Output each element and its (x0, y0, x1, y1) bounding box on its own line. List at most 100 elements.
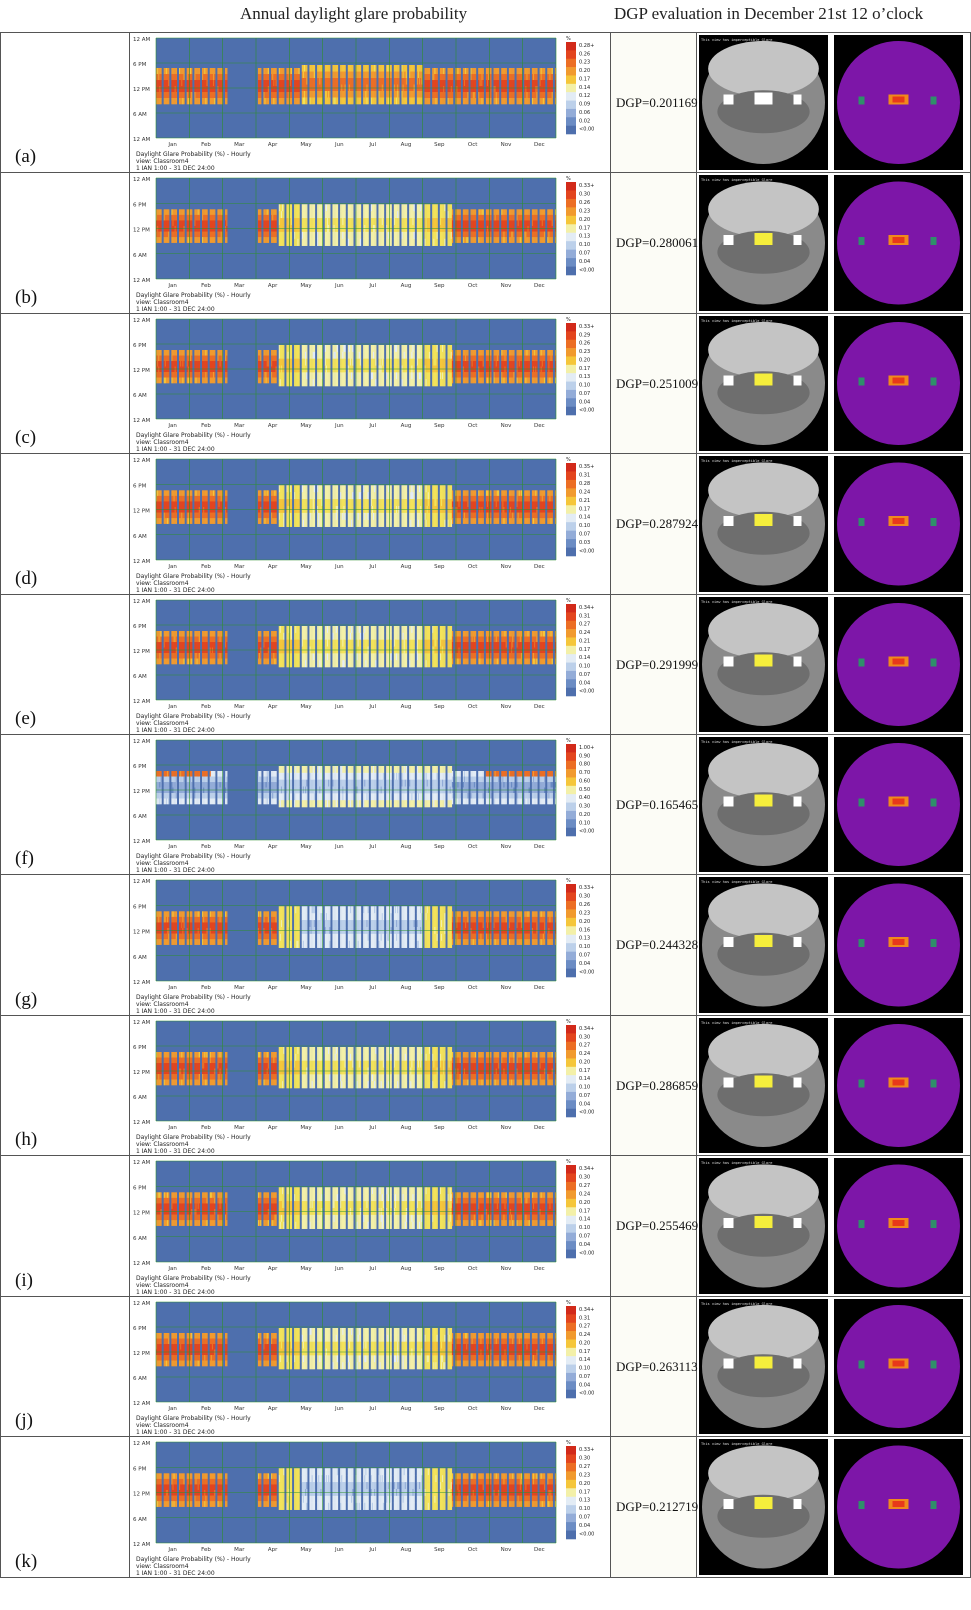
heat-cell (257, 366, 260, 373)
heat-cell (481, 98, 483, 105)
heat-cell (479, 68, 481, 75)
heat-cell (390, 218, 392, 226)
heat-cell (471, 214, 473, 221)
legend-label: 0.14 (579, 85, 590, 91)
heat-cell (225, 518, 227, 524)
heat-cell (375, 78, 377, 85)
heat-cell (333, 358, 335, 366)
heat-cell (283, 218, 285, 226)
heat-cell (496, 220, 499, 227)
heat-cell (278, 345, 281, 353)
heat-cell (485, 209, 488, 216)
heat-cell (352, 71, 354, 79)
heat-cell (271, 495, 273, 502)
heat-cell (554, 231, 557, 238)
heat-cell (343, 211, 345, 219)
heat-cell (328, 231, 330, 240)
heat-cell (183, 495, 185, 502)
heat-cell (217, 490, 219, 497)
heat-cell (332, 97, 334, 105)
heat-cell (426, 372, 428, 380)
heat-cell (168, 501, 170, 508)
heat-cell (473, 98, 476, 105)
heat-cell (459, 225, 461, 232)
heat-cell (481, 80, 483, 87)
heat-cell (466, 350, 468, 356)
heat-cell (163, 74, 165, 81)
heat-cell (540, 377, 542, 384)
heat-cell (259, 86, 261, 93)
heat-cell (209, 512, 211, 519)
heat-cell (396, 379, 398, 387)
heat-cell (519, 237, 522, 243)
month-label: Feb (201, 423, 211, 429)
heat-cell (434, 345, 436, 353)
heat-cell (401, 218, 403, 226)
heat-cell (501, 372, 503, 378)
heat-cell (447, 218, 449, 226)
heat-cell (371, 345, 374, 353)
heat-cell (519, 98, 522, 105)
heat-cell (480, 86, 482, 93)
heat-cell (427, 345, 430, 353)
heat-cell (274, 98, 276, 105)
legend-label: 0.13 (579, 234, 590, 240)
heat-cell (451, 98, 454, 105)
heat-cell (525, 209, 527, 216)
heat-cell (367, 231, 369, 240)
heat-cell (381, 345, 384, 353)
heat-cell (274, 355, 276, 362)
heat-cell (198, 377, 201, 384)
heat-cell (217, 220, 219, 227)
heat-cell (290, 372, 293, 380)
heat-cell (374, 211, 376, 219)
heat-cell (282, 499, 284, 507)
heat-cell (528, 86, 530, 93)
heat-cell (289, 351, 291, 359)
heat-cell (203, 350, 205, 356)
heat-cell (366, 65, 368, 72)
heat-cell (439, 358, 442, 366)
heat-cell (536, 92, 538, 99)
heat-cell (450, 92, 453, 99)
heat-cell (512, 86, 514, 93)
heat-cell (420, 345, 422, 353)
heat-cell (528, 237, 530, 243)
heat-cell (398, 238, 400, 246)
heat-cell (463, 237, 466, 243)
heat-cell (320, 218, 322, 226)
heat-cell (432, 231, 434, 240)
heat-cell (439, 231, 442, 240)
heat-cell (266, 214, 268, 221)
heat-cell (494, 74, 496, 81)
heat-cell (174, 490, 176, 497)
heat-cell (462, 377, 465, 384)
heat-cell (164, 518, 167, 524)
heat-cell (198, 68, 201, 75)
legend-label: <0.00 (579, 127, 594, 133)
y-tick-label: 12 AM (133, 458, 151, 464)
heat-cell (296, 92, 298, 99)
heat-cell (363, 91, 365, 98)
legend-label: 0.17 (579, 76, 590, 82)
heat-cell (194, 501, 196, 508)
heat-cell (197, 506, 199, 513)
heat-cell (386, 91, 388, 98)
heat-cell (542, 80, 545, 87)
heat-cell (465, 92, 467, 99)
heat-cell (260, 209, 262, 216)
heat-cell (272, 501, 274, 508)
heat-cell (348, 238, 351, 246)
heat-cell (197, 80, 199, 87)
heat-cell (503, 237, 505, 243)
heat-cell (474, 98, 477, 105)
heat-cell (341, 218, 343, 226)
heat-cell (494, 366, 496, 373)
heat-cell (393, 231, 396, 240)
heat-cell (257, 237, 260, 243)
heat-cell (179, 355, 181, 362)
heat-cell (357, 345, 359, 353)
heat-cell (280, 351, 283, 359)
heat-cell (273, 361, 275, 367)
heat-cell (302, 204, 305, 212)
